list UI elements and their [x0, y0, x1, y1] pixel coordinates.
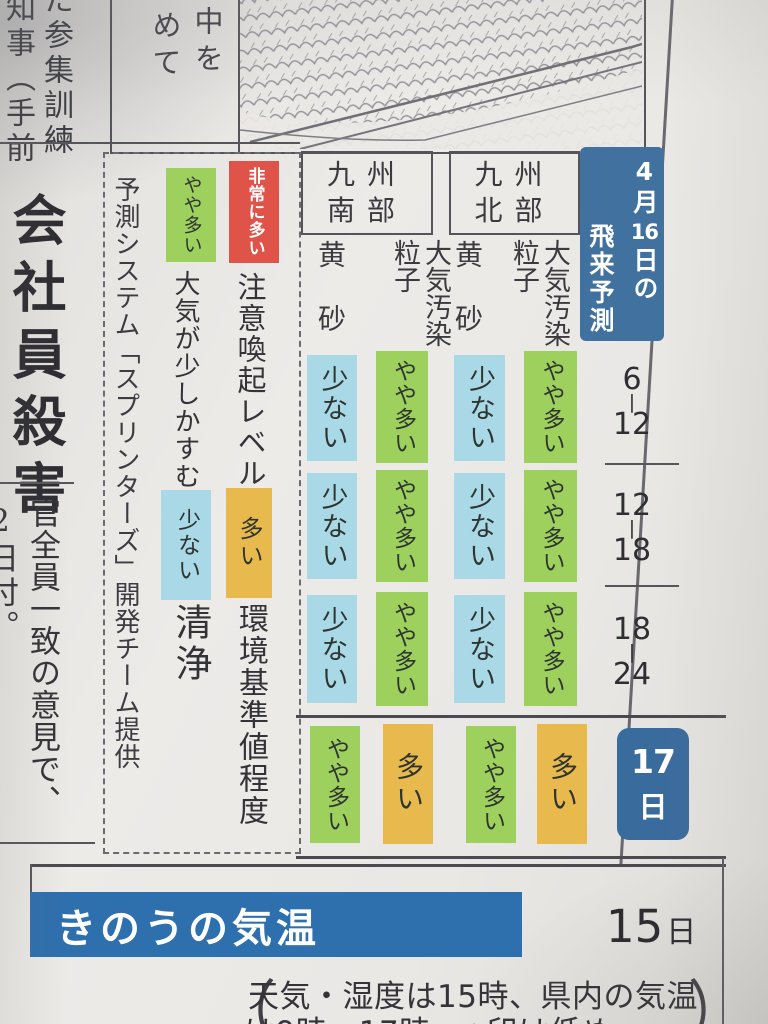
- legend-badge-very-high: 非常に多い: [229, 161, 279, 263]
- date-number: 15: [606, 900, 664, 953]
- col-header-air-south: 大気汚染粒子: [389, 239, 451, 347]
- region-header-north: 九州北部: [449, 151, 580, 235]
- cell-south-air-r4: 多い: [383, 724, 433, 844]
- date-label: 15 日: [606, 900, 696, 953]
- time-tick-2: [605, 585, 679, 587]
- note-line-1: 天気・湿度は15時、県内の気温: [248, 979, 698, 1015]
- forecast-title-banner: 4月 16 日の 飛来予測: [580, 147, 664, 341]
- forecast-title-p2: 16: [630, 220, 659, 244]
- region-header-north-label: 九州北部: [474, 158, 555, 227]
- time-tick-1: [605, 463, 679, 465]
- legend-badge-low: 少ない: [161, 490, 211, 600]
- cell-south-sand-r2: 少ない: [307, 473, 357, 579]
- temperature-banner: きのうの気温: [30, 892, 522, 957]
- top-rule: [0, 142, 300, 144]
- col-header-air-north: 大気汚染粒子: [508, 239, 570, 347]
- temperature-banner-label: きのうの気温: [56, 905, 320, 952]
- time-from: 6: [622, 361, 642, 397]
- date-unit: 日: [666, 915, 697, 950]
- table-bottom-rule: [296, 856, 726, 859]
- forecast-title-line1: 4月 16 日の: [629, 157, 659, 303]
- forecast-title-p3: 日の: [629, 247, 659, 303]
- time-range-6-12: 6 | 12: [604, 354, 660, 450]
- legend-box: [103, 152, 301, 854]
- range-dash-icon: |: [628, 516, 636, 539]
- cell-north-air-r3: やや多い: [524, 592, 577, 706]
- sketch-divider: [238, 0, 240, 152]
- legend-desc-low: 清浄: [169, 603, 212, 685]
- time-to: 24: [612, 656, 652, 692]
- region-header-south-label: 九州南部: [326, 158, 407, 227]
- next-day-number: 17: [631, 742, 676, 781]
- sketch-box: 中を めて: [110, 0, 646, 154]
- sketch-caption-left: めて: [148, 10, 182, 84]
- next-day-badge: 17 日: [617, 728, 689, 840]
- range-dash-icon: |: [628, 390, 636, 413]
- legend-desc-very-high: 注意喚起レベル: [233, 272, 267, 489]
- cell-north-air-r1: やや多い: [524, 351, 577, 463]
- article-headline: 会社員殺害: [3, 192, 67, 527]
- time-to: 18: [612, 532, 652, 568]
- cell-north-sand-r2: 少ない: [454, 473, 505, 579]
- time-from: 12: [612, 487, 652, 523]
- cell-north-air-r4: 多い: [537, 724, 587, 844]
- range-dash-icon: |: [628, 640, 636, 663]
- forecast-title-p1: 4月: [629, 157, 659, 217]
- col-header-sand-south: 黄砂: [314, 240, 347, 368]
- note-paren-close: ）: [688, 972, 747, 1024]
- forecast-title-line2: 飛来予測: [586, 223, 615, 335]
- roof-sketch-illustration: [240, 0, 642, 149]
- col-header-sand-north: 黄砂: [451, 240, 484, 368]
- next-day-unit: 日: [638, 790, 668, 824]
- time-to: 12: [612, 406, 652, 442]
- next-day-separator: [296, 715, 726, 718]
- cell-south-sand-r1: 少ない: [307, 355, 357, 461]
- cell-south-air-r1: やや多い: [376, 351, 428, 463]
- provider-credit: 予測システム「スプリンターズ」開発チーム提供: [110, 176, 140, 770]
- cell-north-sand-r1: 少ない: [454, 355, 505, 461]
- region-header-south: 九州南部: [301, 151, 433, 235]
- article-rule: [0, 482, 74, 484]
- article-bottom-rule: [0, 842, 95, 844]
- legend-desc-somewhat-high: 大気が少しかすむ: [170, 270, 200, 490]
- article-edge-column: 2日付。: [0, 503, 18, 644]
- legend-badge-high: 多い: [226, 488, 272, 598]
- cell-south-sand-r4: やや多い: [310, 726, 360, 843]
- bottom-frame-left: [30, 864, 32, 906]
- top-caption-left: 知事（手前: [0, 0, 35, 167]
- cell-north-sand-r4: やや多い: [466, 726, 516, 843]
- legend-badge-somewhat-high: やや多い: [166, 168, 216, 262]
- bottom-frame-right: [722, 858, 724, 1024]
- bottom-section-rule: [30, 864, 726, 867]
- cell-north-sand-r3: 少ない: [454, 595, 505, 703]
- top-caption-right: た参集訓練: [38, 0, 73, 159]
- note-paren-open: （: [218, 972, 277, 1024]
- note-line-2: は9時、17時。▲印は低め: [244, 1007, 613, 1024]
- time-range-12-18: 12 | 18: [604, 480, 660, 576]
- cell-north-air-r2: やや多い: [524, 470, 577, 582]
- time-range-18-24: 18 | 24: [604, 604, 660, 700]
- time-from: 18: [612, 611, 652, 647]
- legend-desc-high: 環境基準値程度: [233, 603, 268, 827]
- cell-south-sand-r3: 少ない: [307, 595, 357, 703]
- article-body-column: 官全員一致の意見で、: [24, 497, 60, 817]
- cell-south-air-r2: やや多い: [376, 470, 428, 582]
- sketch-caption-right: 中を: [190, 6, 224, 80]
- cell-south-air-r3: やや多い: [376, 592, 428, 706]
